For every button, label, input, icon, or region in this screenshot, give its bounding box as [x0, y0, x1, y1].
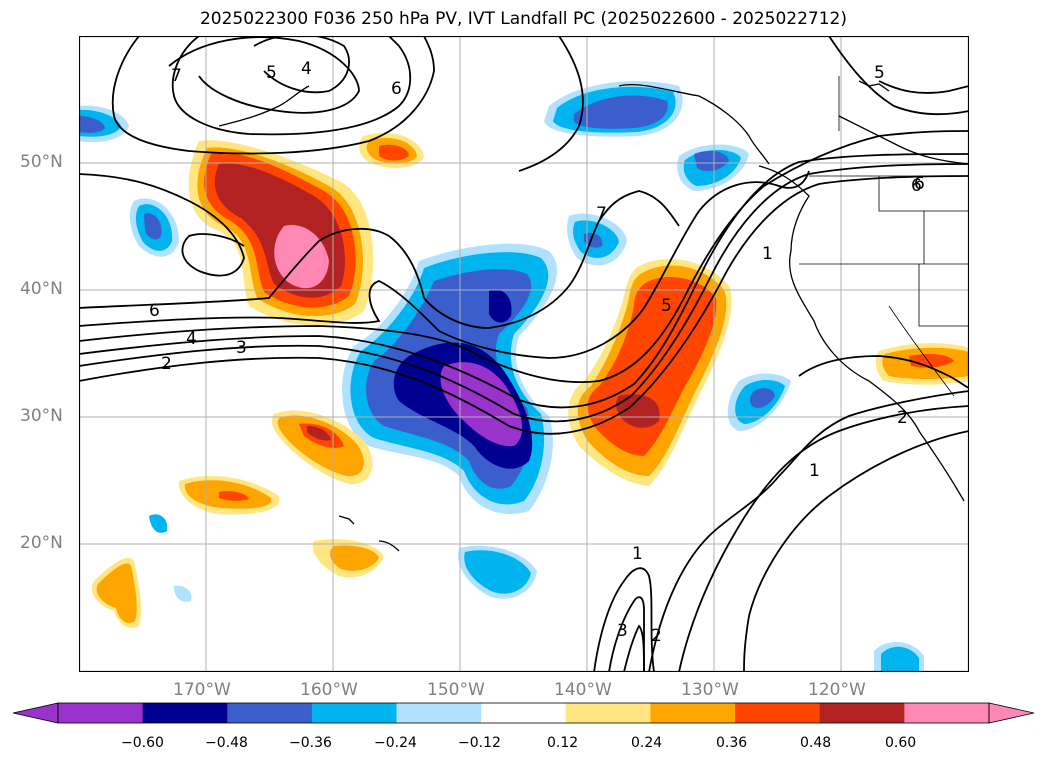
contour-label: 7: [171, 66, 182, 86]
pv-negative-region-north: [544, 81, 683, 137]
colorbar-tick: −0.48: [205, 735, 248, 751]
pv-positive-region-nw: [188, 140, 374, 326]
lat-label-40n: 40°N: [20, 279, 63, 299]
lon-label-160w: 160°W: [300, 680, 358, 700]
colorbar-segment: [565, 703, 651, 723]
coastlines: [218, 80, 969, 552]
colorbar-segments: [58, 703, 990, 723]
colorbar-segment: [142, 703, 228, 723]
pv-ivt-map: 7 5 4 6 5 6 6 4 3 2 7 5 1 6 2 1 1 3 2: [79, 36, 969, 672]
contour-label: 6: [914, 174, 925, 194]
colorbar-extend-right: [989, 703, 1034, 723]
pv-negative-small-1: [129, 198, 179, 257]
colorbar-segment: [650, 703, 736, 723]
pv-negative-tiny-2: [174, 585, 192, 602]
colorbar-tick: −0.24: [374, 735, 417, 751]
colorbar-tick: −0.36: [289, 735, 332, 751]
colorbar-segment: [58, 703, 144, 723]
pv-negative-region-central: [342, 243, 558, 515]
contour-label: 2: [897, 408, 908, 428]
colorbar-tick: 0.12: [547, 735, 579, 751]
contour-label: 2: [651, 626, 662, 646]
pv-negative-small-6: [874, 641, 924, 672]
contour-label: 6: [149, 301, 160, 321]
contour-label: 1: [762, 244, 773, 264]
lon-label-150w: 150°W: [427, 680, 485, 700]
colorbar-segment: [396, 703, 482, 723]
colorbar-tick: 0.48: [800, 735, 832, 751]
colorbar-tick: −0.12: [458, 735, 501, 751]
pv-negative-tiny-1: [149, 514, 168, 533]
colorbar-segment: [481, 703, 567, 723]
pv-negative-small-3: [567, 213, 627, 266]
lat-label-50n: 50°N: [20, 152, 63, 172]
colorbar-tick: 0.36: [716, 735, 748, 751]
contour-label: 2: [161, 354, 172, 374]
pv-positive-small-1: [359, 132, 424, 168]
state-borders: [799, 76, 969, 397]
contour-label: 1: [632, 544, 643, 564]
contour-label: 5: [661, 296, 672, 316]
lon-label-130w: 130°W: [681, 680, 739, 700]
pv-positive-small-4: [312, 539, 384, 578]
colorbar-segment: [735, 703, 821, 723]
contour-label: 6: [391, 79, 402, 99]
map-frame: [79, 36, 969, 672]
graticule: [79, 36, 969, 672]
lat-label-20n: 20°N: [20, 533, 63, 553]
contour-label: 4: [301, 59, 312, 79]
colorbar-tick: 0.60: [885, 735, 917, 751]
lon-label-140w: 140°W: [554, 680, 612, 700]
contour-label: 3: [236, 338, 247, 358]
colorbar-segment: [819, 703, 905, 723]
colorbar-tick: −0.60: [121, 735, 164, 751]
contour-labels: 7 5 4 6 5 6 6 4 3 2 7 5 1 6 2 1 1 3 2: [149, 59, 925, 646]
pv-negative-region-w: [79, 105, 129, 143]
pv-positive-small-5: [91, 557, 142, 628]
contour-label: 1: [809, 461, 820, 481]
colorbar-segment: [904, 703, 990, 723]
contour-label: 5: [874, 63, 885, 83]
colorbar-tick: 0.24: [631, 735, 663, 751]
colorbar: [12, 702, 1035, 724]
colorbar-extend-left: [13, 703, 58, 723]
lon-label-120w: 120°W: [808, 680, 866, 700]
contour-label: 7: [596, 204, 607, 224]
lat-label-30n: 30°N: [20, 406, 63, 426]
colorbar-segment: [311, 703, 398, 723]
colorbar-segment: [227, 703, 313, 723]
contour-label: 4: [186, 329, 197, 349]
pv-negative-small-2: [677, 144, 749, 191]
contour-label: 5: [266, 63, 277, 83]
pv-negative-small-5: [458, 545, 537, 599]
pv-contours: [79, 36, 969, 672]
map-title: 2025022300 F036 250 hPa PV, IVT Landfall…: [199, 9, 847, 29]
lon-label-170w: 170°W: [173, 680, 231, 700]
contour-label: 6: [911, 176, 922, 196]
contour-label: 3: [617, 621, 628, 641]
